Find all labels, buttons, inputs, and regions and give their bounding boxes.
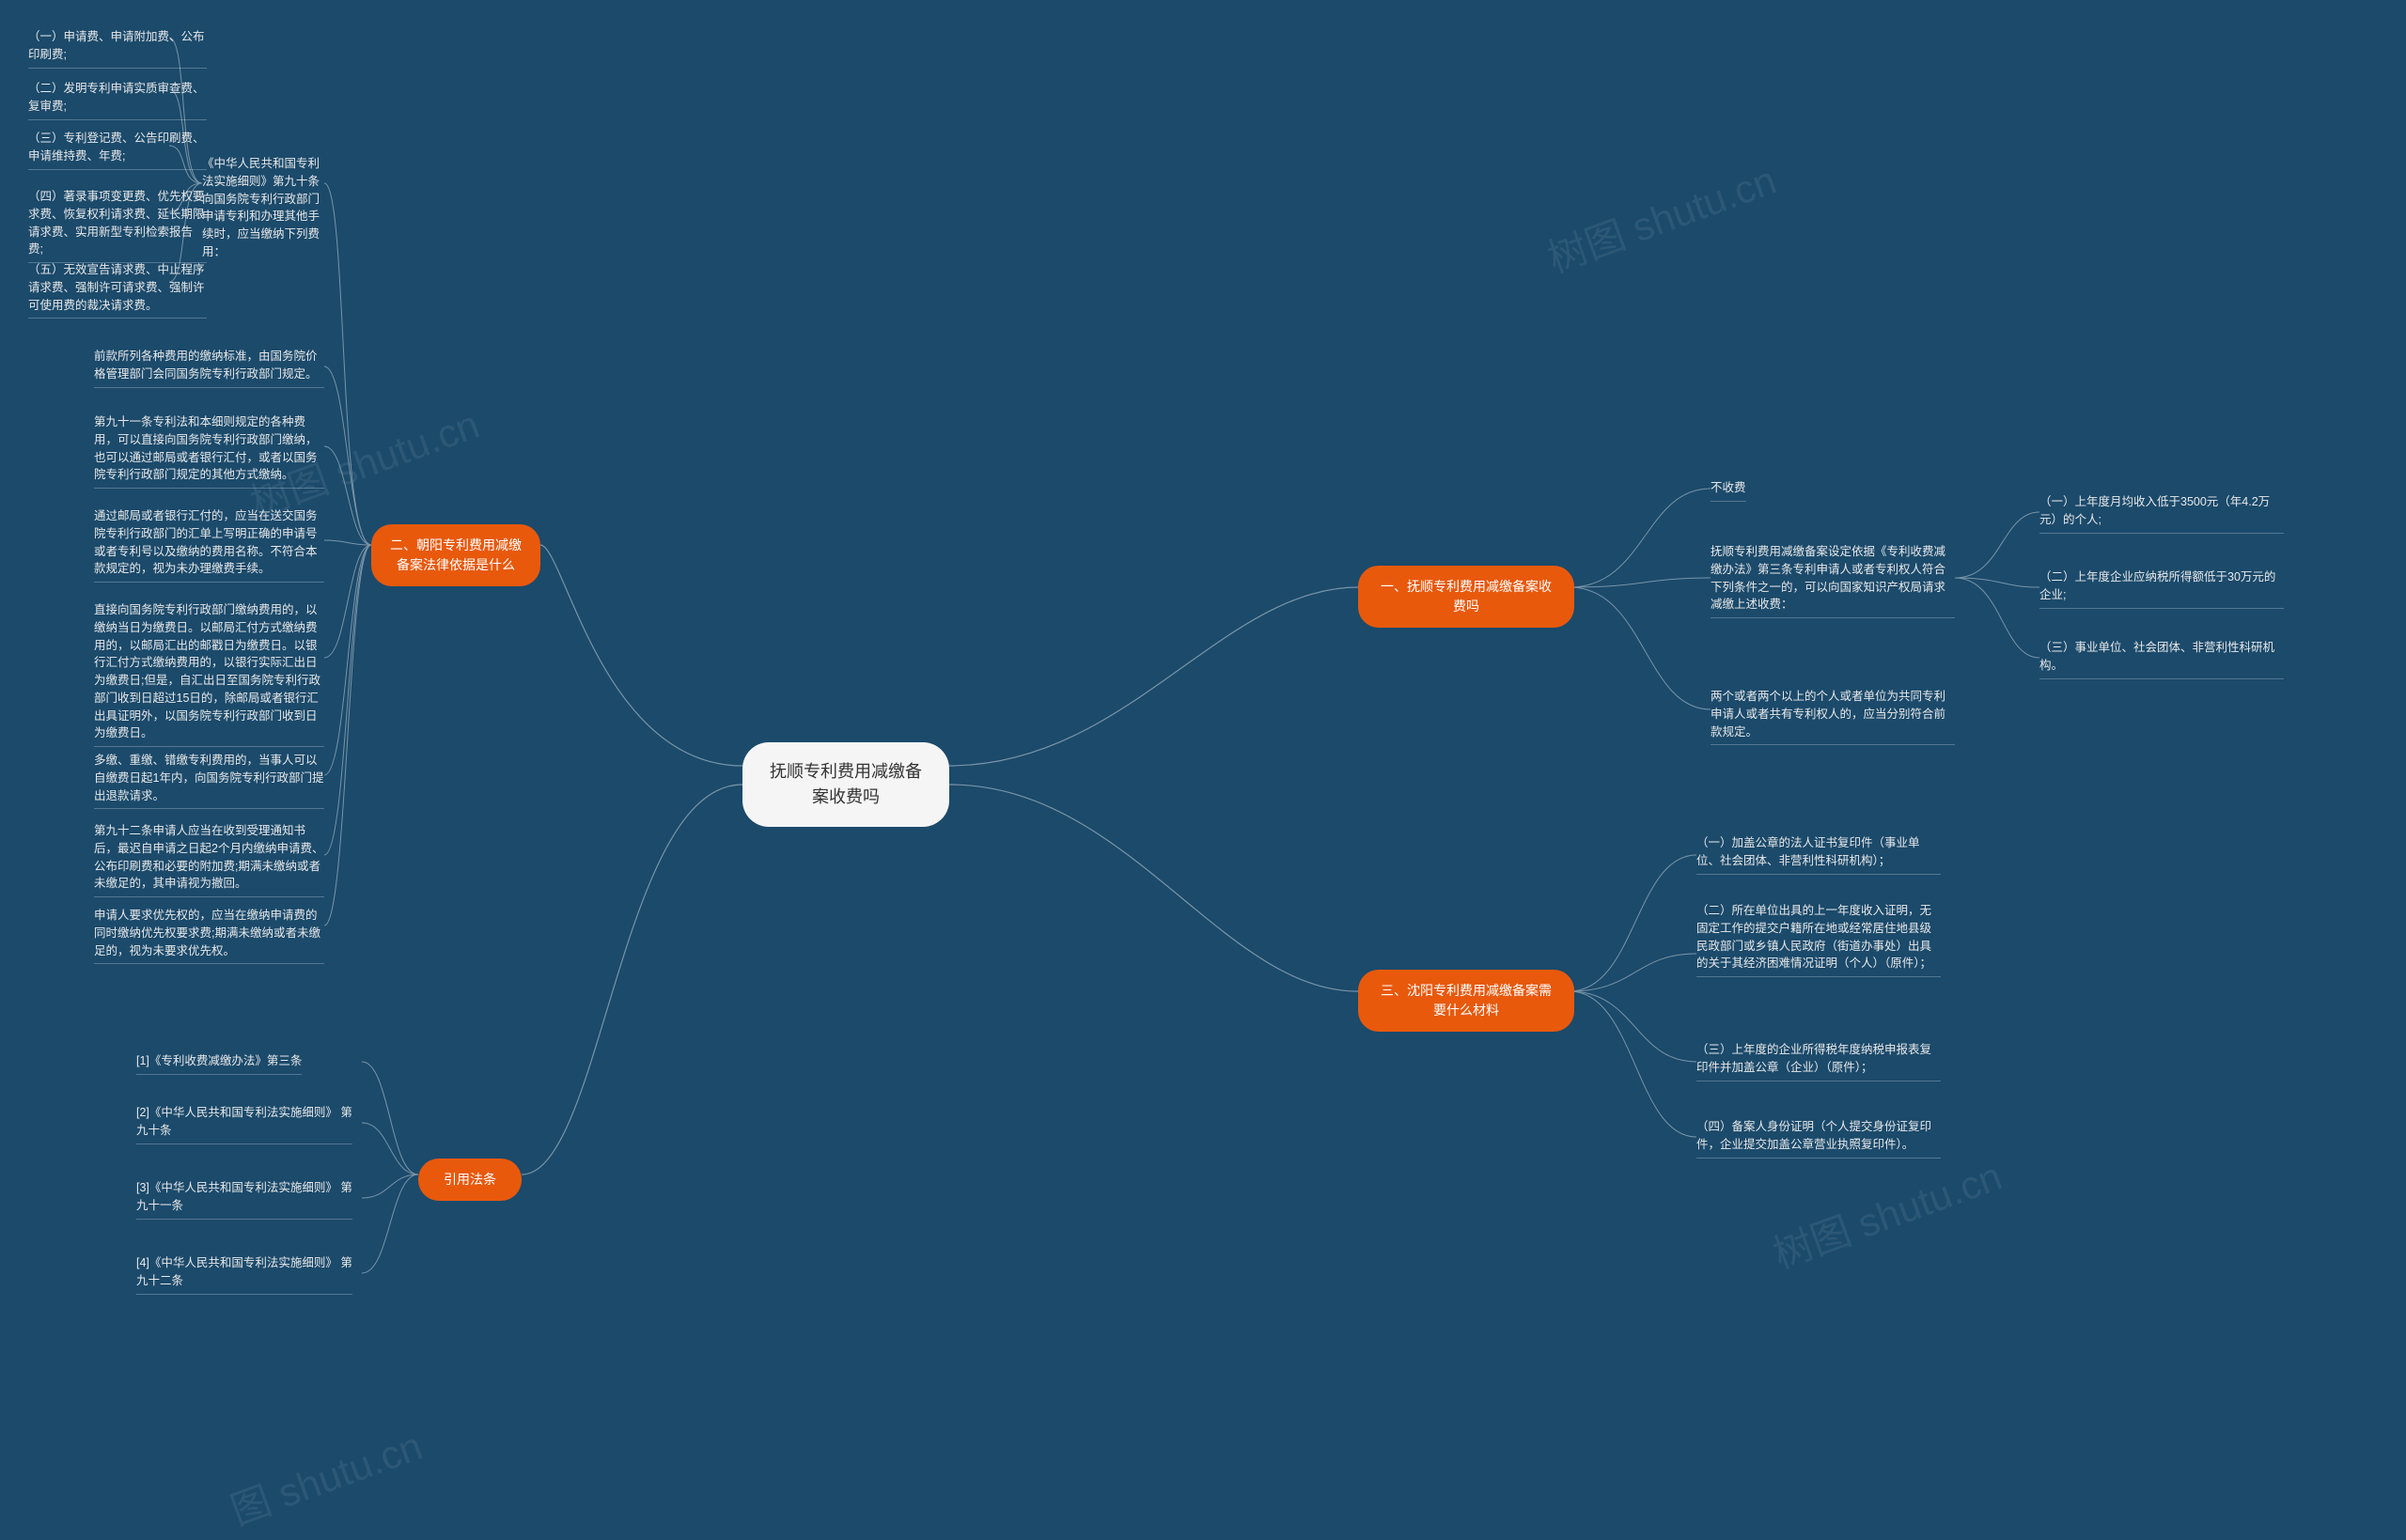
leaf-r1-joint: 两个或者两个以上的个人或者单位为共同专利申请人或者共有专利权人的，应当分别符合前…: [1711, 688, 1955, 745]
leaf-l2-c7: 申请人要求优先权的，应当在缴纳申请费的同时缴纳优先权要求费;期满未缴纳或者未缴足…: [94, 907, 324, 964]
leaf-l2-c2: 第九十一条专利法和本细则规定的各种费用，可以直接向国务院专利行政部门缴纳，也可以…: [94, 413, 324, 489]
watermark: 树图 shutu.cn: [1764, 1144, 2008, 1280]
leaf-lref-c2: [2]《中华人民共和国专利法实施细则》 第九十条: [136, 1104, 352, 1144]
leaf-r1-sub1: （一）上年度月均收入低于3500元（年4.2万元）的个人;: [2039, 493, 2284, 534]
leaf-l2-intro-c: （三）专利登记费、公告印刷费、申请维持费、年费;: [28, 130, 207, 170]
leaf-r3-c3: （三）上年度的企业所得税年度纳税申报表复印件并加盖公章（企业）（原件）；: [1696, 1041, 1941, 1081]
leaf-r1-nofee: 不收费: [1711, 479, 1746, 502]
leaf-r1-basis: 抚顺专利费用减缴备案设定依据《专利收费减缴办法》第三条专利申请人或者专利权人符合…: [1711, 543, 1955, 618]
leaf-r1-sub2: （二）上年度企业应纳税所得额低于30万元的企业;: [2039, 568, 2284, 609]
leaf-l2-intro-b: （二）发明专利申请实质审查费、复审费;: [28, 80, 207, 120]
leaf-l2-c3: 通过邮局或者银行汇付的，应当在送交国务院专利行政部门的汇单上写明正确的申请号或者…: [94, 507, 324, 583]
leaf-r1-sub3: （三）事业单位、社会团体、非营利性科研机构。: [2039, 639, 2284, 679]
main-node-r3[interactable]: 三、沈阳专利费用减缴备案需要什么材料: [1358, 970, 1574, 1032]
center-topic: 抚顺专利费用减缴备案收费吗: [742, 742, 949, 827]
leaf-l2-intro: 《中华人民共和国专利法实施细则》第九十条 向国务院专利行政部门申请专利和办理其他…: [202, 155, 329, 265]
main-node-l2[interactable]: 二、朝阳专利费用减缴备案法律依据是什么: [371, 524, 540, 586]
leaf-l2-intro-e: （五）无效宣告请求费、中止程序请求费、强制许可请求费、强制许可使用费的裁决请求费…: [28, 261, 207, 319]
leaf-r3-c2: （二）所在单位出具的上一年度收入证明，无固定工作的提交户籍所在地或经常居住地县级…: [1696, 902, 1941, 977]
watermark: 树图 shutu.cn: [1539, 148, 1783, 284]
leaf-lref-c3: [3]《中华人民共和国专利法实施细则》 第九十一条: [136, 1179, 352, 1220]
leaf-l2-c6: 第九十二条申请人应当在收到受理通知书后，最迟自申请之日起2个月内缴纳申请费、公布…: [94, 822, 324, 897]
leaf-l2-intro-a: （一）申请费、申请附加费、公布印刷费;: [28, 28, 207, 69]
leaf-r3-c1: （一）加盖公章的法人证书复印件（事业单位、社会团体、非营利性科研机构）；: [1696, 834, 1941, 875]
mindmap-connectors: [0, 0, 2406, 1540]
leaf-l2-intro-d: （四）著录事项变更费、优先权要求费、恢复权利请求费、延长期限请求费、实用新型专利…: [28, 188, 207, 263]
leaf-lref-c4: [4]《中华人民共和国专利法实施细则》 第九十二条: [136, 1254, 352, 1295]
main-node-r1[interactable]: 一、抚顺专利费用减缴备案收费吗: [1358, 566, 1574, 628]
leaf-lref-c1: [1]《专利收费减缴办法》第三条: [136, 1052, 302, 1075]
watermark: 图 shutu.cn: [222, 1415, 430, 1537]
leaf-r3-c4: （四）备案人身份证明（个人提交身份证复印件，企业提交加盖公章营业执照复印件）。: [1696, 1118, 1941, 1159]
leaf-l2-c4: 直接向国务院专利行政部门缴纳费用的，以缴纳当日为缴费日。以邮局汇付方式缴纳费用的…: [94, 601, 324, 747]
leaf-l2-c5: 多缴、重缴、错缴专利费用的，当事人可以自缴费日起1年内，向国务院专利行政部门提出…: [94, 752, 324, 809]
leaf-l2-c1: 前款所列各种费用的缴纳标准，由国务院价格管理部门会同国务院专利行政部门规定。: [94, 348, 324, 388]
main-node-lref[interactable]: 引用法条: [418, 1159, 522, 1201]
